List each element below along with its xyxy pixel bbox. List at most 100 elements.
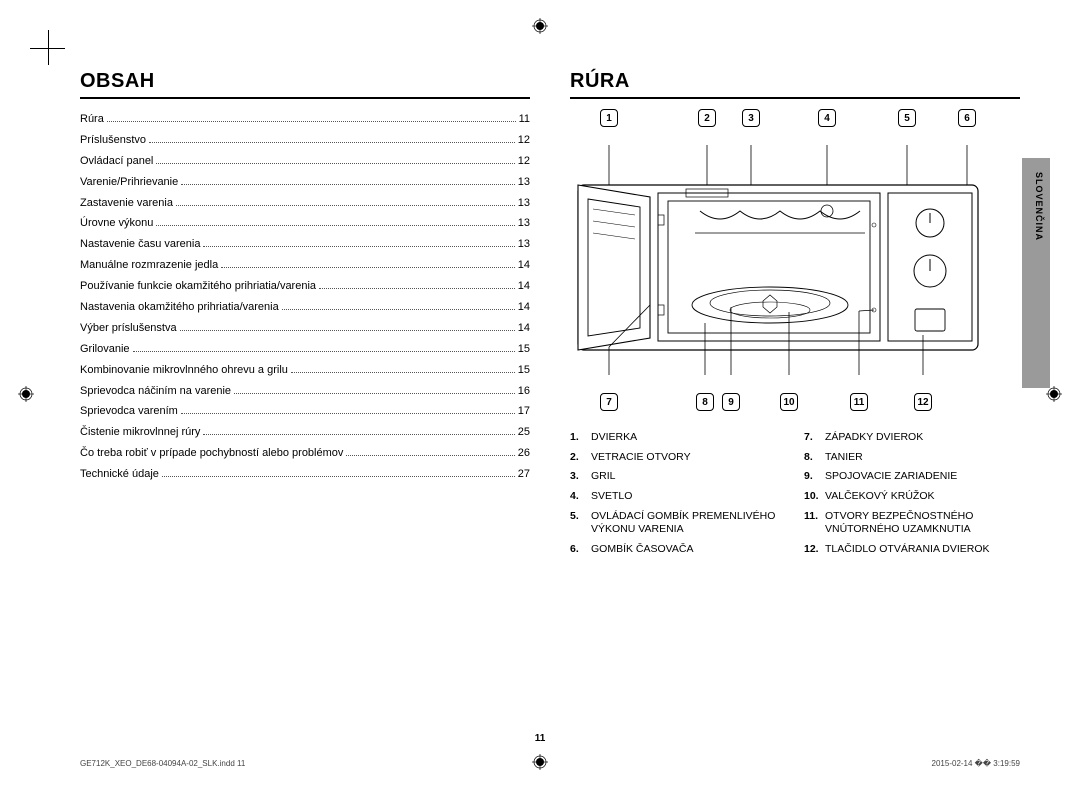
toc-label: Čo treba robiť v prípade pochybností ale… bbox=[80, 443, 343, 464]
legend-text: OVLÁDACÍ GOMBÍK PREMENLIVÉHO VÝKONU VARE… bbox=[591, 510, 786, 537]
toc-label: Nastavenie času varenia bbox=[80, 234, 200, 255]
toc-row: Sprievodca náčiním na varenie16 bbox=[80, 381, 530, 402]
toc-page: 15 bbox=[518, 339, 530, 360]
legend-num: 10. bbox=[804, 490, 820, 504]
toc-dots bbox=[221, 267, 515, 268]
toc-dots bbox=[162, 476, 515, 477]
callouts-top: 123456 bbox=[570, 109, 1020, 133]
legend-text: VALČEKOVÝ KRÚŽOK bbox=[825, 490, 935, 504]
legend-num: 5. bbox=[570, 510, 586, 537]
registration-mark-icon bbox=[18, 386, 34, 402]
legend-num: 4. bbox=[570, 490, 586, 504]
toc-dots bbox=[180, 330, 515, 331]
toc-dots bbox=[203, 246, 514, 247]
legend-num: 8. bbox=[804, 451, 820, 465]
toc-page: 13 bbox=[518, 193, 530, 214]
toc-page: 14 bbox=[518, 318, 530, 339]
toc-dots bbox=[156, 163, 514, 164]
toc-page: 14 bbox=[518, 255, 530, 276]
toc-row: Príslušenstvo12 bbox=[80, 130, 530, 151]
toc-label: Grilovanie bbox=[80, 339, 130, 360]
toc-page: 13 bbox=[518, 213, 530, 234]
registration-mark-icon bbox=[532, 754, 548, 770]
legend-item: 6. GOMBÍK ČASOVAČA bbox=[570, 543, 786, 557]
toc-row: Grilovanie 15 bbox=[80, 339, 530, 360]
toc-dots bbox=[156, 225, 514, 226]
toc-label: Používanie funkcie okamžitého prihriatia… bbox=[80, 276, 316, 297]
callout-box: 8 bbox=[696, 393, 714, 411]
toc-dots bbox=[291, 372, 515, 373]
footer-filename: GE712K_XEO_DE68-04094A-02_SLK.indd 11 bbox=[80, 759, 245, 768]
toc-page: 17 bbox=[518, 401, 530, 422]
toc-dots bbox=[282, 309, 515, 310]
legend-item: 9.SPOJOVACIE ZARIADENIE bbox=[804, 470, 1020, 484]
toc-row: Čo treba robiť v prípade pochybností ale… bbox=[80, 443, 530, 464]
registration-mark-icon bbox=[532, 18, 548, 34]
toc-page: 12 bbox=[518, 151, 530, 172]
toc-dots bbox=[203, 434, 514, 435]
legend-item: 11.OTVORY BEZPEČNOSTNÉHO VNÚTORNÉHO UZAM… bbox=[804, 510, 1020, 537]
callout-box: 6 bbox=[958, 109, 976, 127]
registration-mark-icon bbox=[1046, 386, 1062, 402]
microwave-diagram bbox=[570, 145, 1020, 375]
toc-page: 13 bbox=[518, 172, 530, 193]
page-number: 11 bbox=[535, 733, 546, 744]
toc-row: Nastavenie času varenia13 bbox=[80, 234, 530, 255]
toc-row: Rúra 11 bbox=[80, 109, 530, 130]
legend-item: 5.OVLÁDACÍ GOMBÍK PREMENLIVÉHO VÝKONU VA… bbox=[570, 510, 786, 537]
toc-row: Varenie/Prihrievanie 13 bbox=[80, 172, 530, 193]
heading-obsah: OBSAH bbox=[80, 70, 530, 99]
legend-num: 12. bbox=[804, 543, 820, 557]
callout-box: 12 bbox=[914, 393, 932, 411]
toc-label: Nastavenia okamžitého prihriatia/varenia bbox=[80, 297, 279, 318]
toc-page: 11 bbox=[519, 109, 530, 130]
toc-label: Zastavenie varenia bbox=[80, 193, 173, 214]
callout-box: 11 bbox=[850, 393, 868, 411]
legend-text: SVETLO bbox=[591, 490, 632, 504]
toc-row: Čistenie mikrovlnnej rúry 25 bbox=[80, 422, 530, 443]
footer-timestamp: 2015-02-14 �� 3:19:59 bbox=[932, 759, 1020, 768]
legend-num: 6. bbox=[570, 543, 586, 557]
toc-column: OBSAH Rúra11Príslušenstvo12Ovládací pane… bbox=[80, 70, 530, 556]
toc-label: Výber príslušenstva bbox=[80, 318, 177, 339]
legend-num: 1. bbox=[570, 431, 586, 445]
toc-label: Rúra bbox=[80, 109, 104, 130]
toc-label: Kombinovanie mikrovlnného ohrevu a grilu bbox=[80, 360, 288, 381]
toc-row: Nastavenia okamžitého prihriatia/varenia… bbox=[80, 297, 530, 318]
toc-page: 15 bbox=[518, 360, 530, 381]
toc-page: 14 bbox=[518, 276, 530, 297]
callout-box: 2 bbox=[698, 109, 716, 127]
legend-text: VETRACIE OTVORY bbox=[591, 451, 691, 465]
toc-row: Úrovne výkonu 13 bbox=[80, 213, 530, 234]
toc-label: Úrovne výkonu bbox=[80, 213, 153, 234]
legend-item: 4. SVETLO bbox=[570, 490, 786, 504]
toc-label: Príslušenstvo bbox=[80, 130, 146, 151]
toc-row: Manuálne rozmrazenie jedla 14 bbox=[80, 255, 530, 276]
toc-page: 26 bbox=[518, 443, 530, 464]
legend-item: 8. TANIER bbox=[804, 451, 1020, 465]
legend-item: 1. DVIERKA bbox=[570, 431, 786, 445]
toc-row: Výber príslušenstva 14 bbox=[80, 318, 530, 339]
toc-label: Čistenie mikrovlnnej rúry bbox=[80, 422, 200, 443]
legend-num: 9. bbox=[804, 470, 820, 484]
toc-label: Manuálne rozmrazenie jedla bbox=[80, 255, 218, 276]
legend-text: OTVORY BEZPEČNOSTNÉHO VNÚTORNÉHO UZAMKNU… bbox=[825, 510, 1020, 537]
legend-text: DVIERKA bbox=[591, 431, 637, 445]
toc-row: Sprievodca varením17 bbox=[80, 401, 530, 422]
legend-text: TANIER bbox=[825, 451, 863, 465]
legend-text: GOMBÍK ČASOVAČA bbox=[591, 543, 694, 557]
legend-item: 3.GRIL bbox=[570, 470, 786, 484]
toc-dots bbox=[133, 351, 515, 352]
callouts-bottom: 789101112 bbox=[570, 393, 1020, 417]
toc-dots bbox=[181, 184, 515, 185]
toc-row: Technické údaje27 bbox=[80, 464, 530, 485]
language-label: SLOVENČINA bbox=[1034, 172, 1044, 241]
callout-box: 9 bbox=[722, 393, 740, 411]
toc-page: 25 bbox=[518, 422, 530, 443]
toc-dots bbox=[234, 393, 515, 394]
toc-dots bbox=[149, 142, 515, 143]
callout-box: 1 bbox=[600, 109, 618, 127]
toc-row: Používanie funkcie okamžitého prihriatia… bbox=[80, 276, 530, 297]
toc-label: Technické údaje bbox=[80, 464, 159, 485]
toc-label: Varenie/Prihrievanie bbox=[80, 172, 178, 193]
